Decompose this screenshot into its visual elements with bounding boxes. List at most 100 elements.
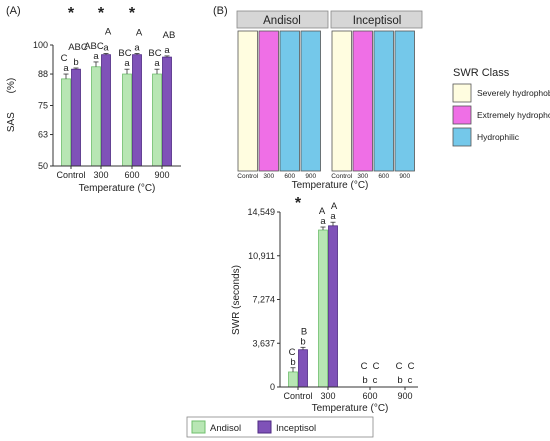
group-letter-lower: a <box>320 216 326 227</box>
tile-inceptisol-900 <box>394 30 415 172</box>
tile-x-label: 900 <box>305 173 316 180</box>
panel-a-x-label: Temperature (°C) <box>79 183 156 194</box>
panel-a-y-ticks: 50 63 75 88 100 <box>33 40 53 171</box>
group-letter-lower: a <box>93 51 99 62</box>
tile-x-label: 600 <box>378 173 389 180</box>
panel-b-swr-chart: 0 3,637 7,274 10,911 14,549 Control 300 600 900… <box>231 195 418 414</box>
significance-star: * <box>129 5 136 22</box>
swr-class-legend-title: SWR Class <box>453 67 510 79</box>
tile-andisol-600 <box>279 30 300 172</box>
group-letter-upper: C <box>396 361 403 372</box>
y-tick-label: 63 <box>38 130 48 140</box>
tile-inceptisol-300 <box>352 30 373 172</box>
x-tick-label: 300 <box>320 391 335 401</box>
group-letter-lower: c <box>408 375 413 386</box>
legend-swatch-andisol <box>191 420 206 434</box>
legend-label-inceptisol: Inceptisol <box>276 423 316 434</box>
panel-b-swr-class-tiles: (B) Andisol Inceptisol Control 300 600 900 C… <box>213 5 550 191</box>
bar-inceptisol-900 <box>162 56 172 167</box>
group-letter-upper: A <box>136 27 143 38</box>
group-letter-upper: BC <box>148 48 161 59</box>
y-tick-label: 14,549 <box>247 207 275 217</box>
tile-x-label: 900 <box>399 173 410 180</box>
bar-andisol-900 <box>152 73 162 167</box>
bar-andisol-600 <box>122 73 132 167</box>
group-letter-lower: b <box>300 336 305 347</box>
panel-b-label: (B) <box>213 5 228 17</box>
significance-star: * <box>68 5 75 22</box>
panel-a-y-label: SAS (%) <box>6 78 17 132</box>
group-letter-upper: A <box>331 201 338 212</box>
group-letter-upper: ABC <box>84 41 104 52</box>
facet-label-inceptisol: Inceptisol <box>353 15 402 27</box>
bar-andisol-control <box>288 371 298 388</box>
group-letter-upper: C <box>408 361 415 372</box>
legend-swatch-hydrophilic <box>452 127 472 147</box>
tile-x-label: 300 <box>263 173 274 180</box>
group-letter-lower: a <box>63 63 69 74</box>
legend-label-severely: Severely hydrophobic <box>477 88 550 98</box>
group-letter-lower: a <box>154 58 160 69</box>
y-tick-label: 7,274 <box>252 295 275 305</box>
panel-a-x-ticks: Control 300 600 900 <box>56 166 170 180</box>
group-letter-upper: C <box>373 361 380 372</box>
tile-inceptisol-control <box>331 30 352 172</box>
group-letter-upper: B <box>301 326 307 337</box>
group-letter-lower: a <box>164 45 170 56</box>
group-letter-lower: b <box>73 57 78 68</box>
legend-label-hydrophilic: Hydrophilic <box>477 132 520 142</box>
panel-a-significance: * * * <box>68 5 136 22</box>
group-letter-upper: BC <box>118 48 131 59</box>
tile-inceptisol-600 <box>373 30 394 172</box>
y-tick-label: 100 <box>33 40 48 50</box>
panel-b-y-ticks: 0 3,637 7,274 10,911 14,549 <box>247 207 280 392</box>
panel-b-significance: * <box>295 195 302 212</box>
x-tick-label: Control <box>283 391 312 401</box>
group-letter-lower: a <box>124 58 130 69</box>
panel-b-tiles-x-label: Temperature (°C) <box>292 180 369 191</box>
x-tick-label: 600 <box>124 170 139 180</box>
group-letter-lower: a <box>134 42 140 53</box>
group-letter-lower: a <box>103 42 109 53</box>
tile-x-label: Control <box>331 173 353 180</box>
group-letter-upper: C <box>61 53 68 64</box>
bar-inceptisol-300 <box>328 225 338 388</box>
series-legend: Andisol Inceptisol <box>186 416 374 438</box>
y-tick-label: 3,637 <box>252 338 275 348</box>
group-letter-upper: C <box>361 361 368 372</box>
group-letter-upper: ABC <box>68 42 88 53</box>
group-letter-lower: c <box>373 375 378 386</box>
panel-b-y-label: SWR (seconds) <box>231 265 242 335</box>
bar-andisol-300 <box>318 229 328 388</box>
group-letter-lower: b <box>362 375 367 386</box>
tile-x-label: 600 <box>284 173 295 180</box>
facet-strip-andisol <box>236 10 329 29</box>
bar-inceptisol-300 <box>101 54 111 167</box>
facet-strip-inceptisol <box>330 10 423 29</box>
legend-swatch-severely <box>452 83 472 103</box>
swr-class-legend: Severely hydrophobic Extremely hydrophobi… <box>452 83 550 147</box>
facet-label-andisol: Andisol <box>263 15 301 27</box>
panel-a-bars <box>61 53 172 167</box>
panel-b-x-label: Temperature (°C) <box>312 403 389 414</box>
x-tick-label: 600 <box>362 391 377 401</box>
y-tick-label: 10,911 <box>248 251 275 261</box>
bar-inceptisol-control <box>298 349 308 388</box>
y-tick-label: 0 <box>270 382 275 392</box>
legend-swatch-extremely <box>452 105 472 125</box>
legend-label-extremely: Extremely hydrophobic <box>477 110 550 120</box>
tile-x-label: 300 <box>357 173 368 180</box>
x-tick-label: 900 <box>154 170 169 180</box>
bar-andisol-control <box>61 78 71 167</box>
group-letter-upper: C <box>289 347 296 358</box>
group-letter-lower: b <box>397 375 402 386</box>
panel-a-label: (A) <box>6 5 21 17</box>
group-letter-upper: A <box>319 206 326 217</box>
y-tick-label: 88 <box>38 69 48 79</box>
significance-star: * <box>295 195 302 212</box>
legend-swatch-inceptisol <box>257 420 272 434</box>
bar-andisol-300 <box>91 66 101 167</box>
tile-andisol-900 <box>300 30 321 172</box>
